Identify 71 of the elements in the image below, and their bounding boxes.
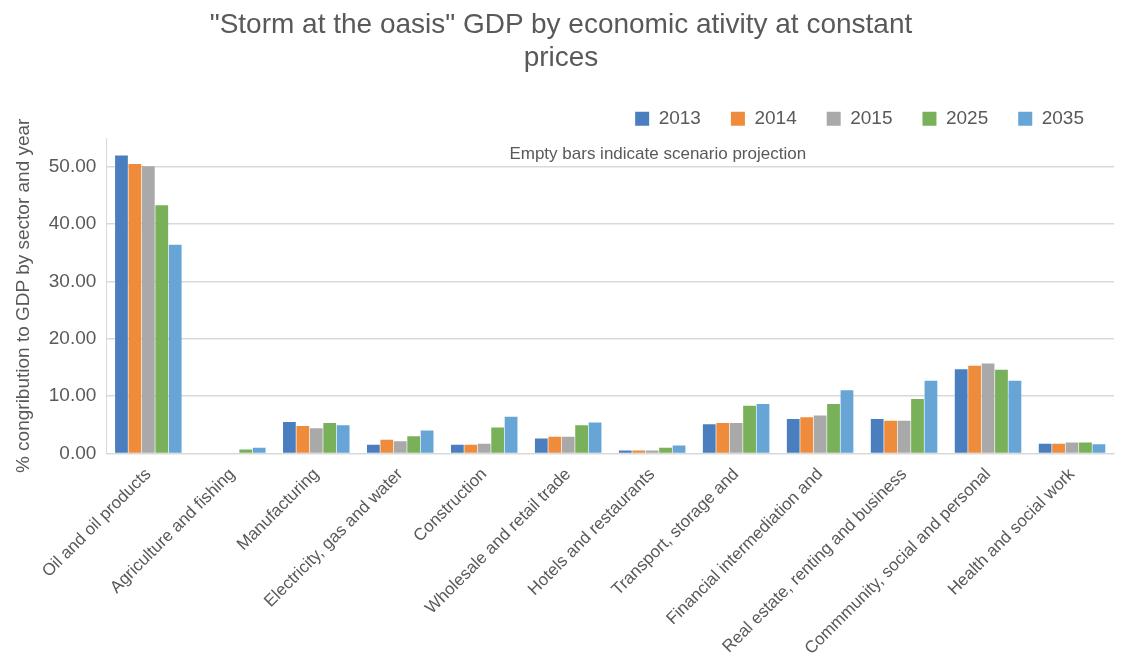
legend-label: 2015 bbox=[850, 106, 893, 128]
bar bbox=[884, 420, 898, 453]
bar bbox=[632, 450, 646, 453]
bar bbox=[702, 424, 716, 453]
bar bbox=[645, 450, 659, 453]
bar bbox=[813, 415, 827, 453]
bar bbox=[1065, 442, 1079, 453]
bar bbox=[168, 244, 182, 453]
bar bbox=[588, 422, 602, 453]
bar bbox=[141, 166, 155, 453]
bar bbox=[296, 425, 310, 453]
y-axis-title: % congribution to GDP by sector and year bbox=[11, 117, 33, 474]
bar bbox=[827, 404, 840, 453]
bar bbox=[800, 417, 814, 453]
legend-label: 2035 bbox=[1041, 106, 1085, 128]
annotation: Empty bars indicate scenario projection bbox=[509, 143, 807, 163]
bar bbox=[729, 423, 743, 453]
bar bbox=[870, 419, 884, 453]
bar bbox=[1092, 444, 1106, 453]
y-tick-label: 50.00 bbox=[48, 155, 97, 177]
bar bbox=[981, 363, 995, 453]
bar bbox=[491, 427, 505, 453]
bar bbox=[380, 439, 394, 453]
bar bbox=[1038, 443, 1052, 453]
bar bbox=[995, 369, 1008, 453]
bar bbox=[924, 380, 938, 453]
bar bbox=[954, 369, 968, 453]
bar bbox=[561, 436, 575, 453]
bar bbox=[239, 449, 253, 453]
y-tick-label: 40.00 bbox=[48, 212, 97, 234]
legend-label: 2025 bbox=[945, 106, 989, 128]
bar bbox=[407, 436, 421, 453]
bar bbox=[575, 425, 589, 453]
bar bbox=[128, 163, 142, 453]
bar bbox=[756, 404, 770, 453]
bar bbox=[716, 423, 730, 453]
bar bbox=[897, 420, 911, 453]
bar bbox=[323, 423, 337, 453]
bar bbox=[911, 398, 924, 453]
legend-label: 2014 bbox=[754, 106, 798, 128]
bar bbox=[283, 421, 296, 453]
bar bbox=[1052, 443, 1065, 453]
bar bbox=[618, 450, 632, 453]
y-tick-label: 0.00 bbox=[59, 441, 97, 463]
bar bbox=[155, 205, 169, 453]
bar bbox=[534, 438, 548, 453]
bar bbox=[450, 444, 464, 453]
bar bbox=[504, 416, 518, 453]
bar bbox=[743, 405, 756, 453]
bar bbox=[393, 441, 407, 453]
bar bbox=[252, 447, 266, 453]
bar bbox=[659, 447, 672, 453]
bar bbox=[840, 390, 854, 453]
y-tick-label: 30.00 bbox=[48, 269, 97, 291]
legend-label: 2013 bbox=[658, 106, 701, 128]
bar bbox=[366, 444, 380, 453]
bar bbox=[1079, 442, 1092, 453]
bar bbox=[115, 155, 128, 453]
bar bbox=[968, 365, 981, 453]
y-tick-label: 10.00 bbox=[48, 384, 97, 406]
bar bbox=[336, 425, 350, 453]
bar bbox=[464, 444, 478, 453]
bar bbox=[309, 428, 323, 453]
bar bbox=[477, 443, 491, 453]
bar bbox=[548, 436, 562, 453]
chart-title: "Storm at the oasis" GDP by economic ativity at constant prices bbox=[209, 7, 913, 73]
y-tick-label: 20.00 bbox=[48, 327, 97, 349]
bar bbox=[1008, 380, 1022, 453]
bar bbox=[420, 430, 434, 453]
bar bbox=[672, 445, 686, 453]
bar bbox=[786, 419, 800, 453]
